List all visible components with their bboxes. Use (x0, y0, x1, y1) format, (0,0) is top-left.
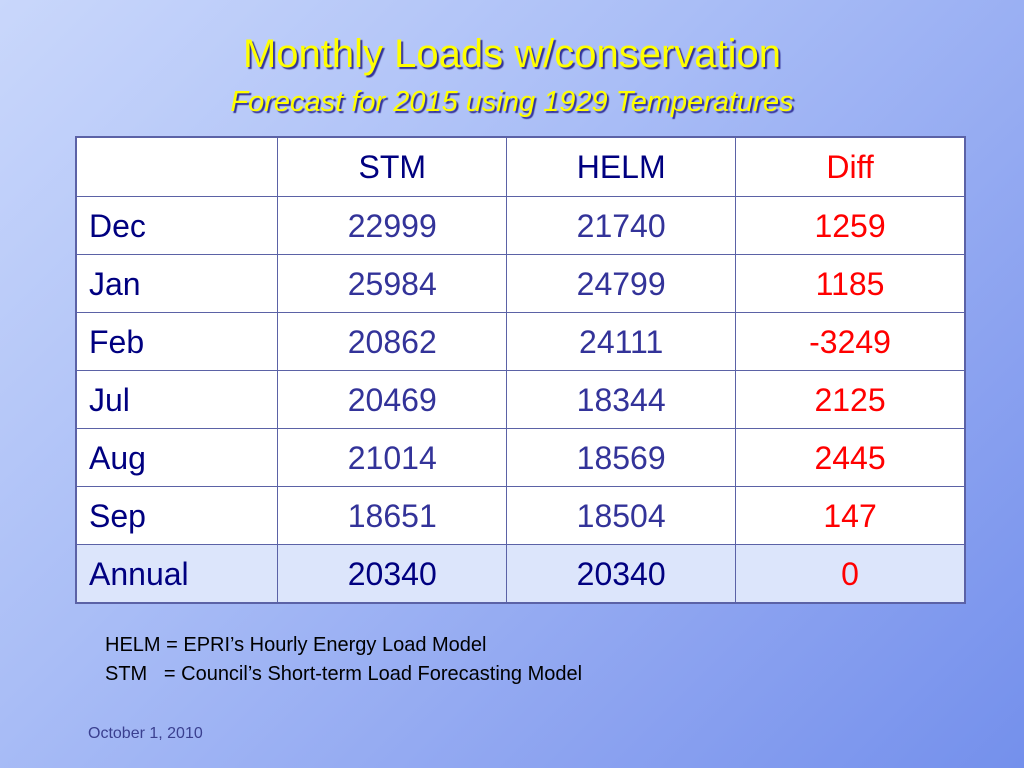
table-row-annual: Annual 20340 20340 0 (75, 544, 966, 604)
table-header-row: STM HELM Diff (75, 136, 966, 197)
month-cell: Aug (75, 428, 279, 487)
helm-cell: 24111 (506, 312, 737, 371)
helm-cell: 18504 (506, 486, 737, 545)
month-cell: Jul (75, 370, 279, 429)
slide-subtitle: Forecast for 2015 using 1929 Temperature… (230, 86, 794, 118)
stm-cell: 22999 (277, 196, 508, 255)
month-cell: Sep (75, 486, 279, 545)
diff-cell: 2125 (735, 370, 966, 429)
table-row: Jan 25984 24799 1185 (75, 254, 966, 313)
helm-cell: 18569 (506, 428, 737, 487)
table-row: Dec 22999 21740 1259 (75, 196, 966, 255)
footer-date: October 1, 2010 (88, 725, 203, 742)
month-cell: Annual (75, 544, 279, 604)
stm-cell: 21014 (277, 428, 508, 487)
diff-cell: 1259 (735, 196, 966, 255)
definition-helm: HELM = EPRI’s Hourly Energy Load Model (105, 634, 487, 656)
helm-cell: 24799 (506, 254, 737, 313)
month-cell: Jan (75, 254, 279, 313)
table-row: Sep 18651 18504 147 (75, 486, 966, 545)
slide-title: Monthly Loads w/conservation (242, 32, 782, 76)
definition-stm: STM = Council’s Short-term Load Forecast… (105, 663, 583, 685)
model-definitions: HELM = EPRI’s Hourly Energy Load Model S… (105, 631, 582, 689)
stm-cell: 20469 (277, 370, 508, 429)
header-cell-helm: HELM (506, 136, 737, 197)
diff-cell: -3249 (735, 312, 966, 371)
month-cell: Feb (75, 312, 279, 371)
header-cell-diff: Diff (735, 136, 966, 197)
diff-cell: 147 (735, 486, 966, 545)
diff-cell: 0 (735, 544, 966, 604)
table-row: Aug 21014 18569 2445 (75, 428, 966, 487)
month-cell: Dec (75, 196, 279, 255)
stm-cell: 18651 (277, 486, 508, 545)
diff-cell: 1185 (735, 254, 966, 313)
table-row: Feb 20862 24111 -3249 (75, 312, 966, 371)
stm-cell: 25984 (277, 254, 508, 313)
stm-cell: 20340 (277, 544, 508, 604)
header-cell-stm: STM (277, 136, 508, 197)
header-cell-empty (75, 136, 279, 197)
helm-cell: 21740 (506, 196, 737, 255)
loads-table: STM HELM Diff Dec 22999 21740 1259 Jan 2… (75, 136, 966, 604)
table-row: Jul 20469 18344 2125 (75, 370, 966, 429)
helm-cell: 18344 (506, 370, 737, 429)
diff-cell: 2445 (735, 428, 966, 487)
stm-cell: 20862 (277, 312, 508, 371)
helm-cell: 20340 (506, 544, 737, 604)
